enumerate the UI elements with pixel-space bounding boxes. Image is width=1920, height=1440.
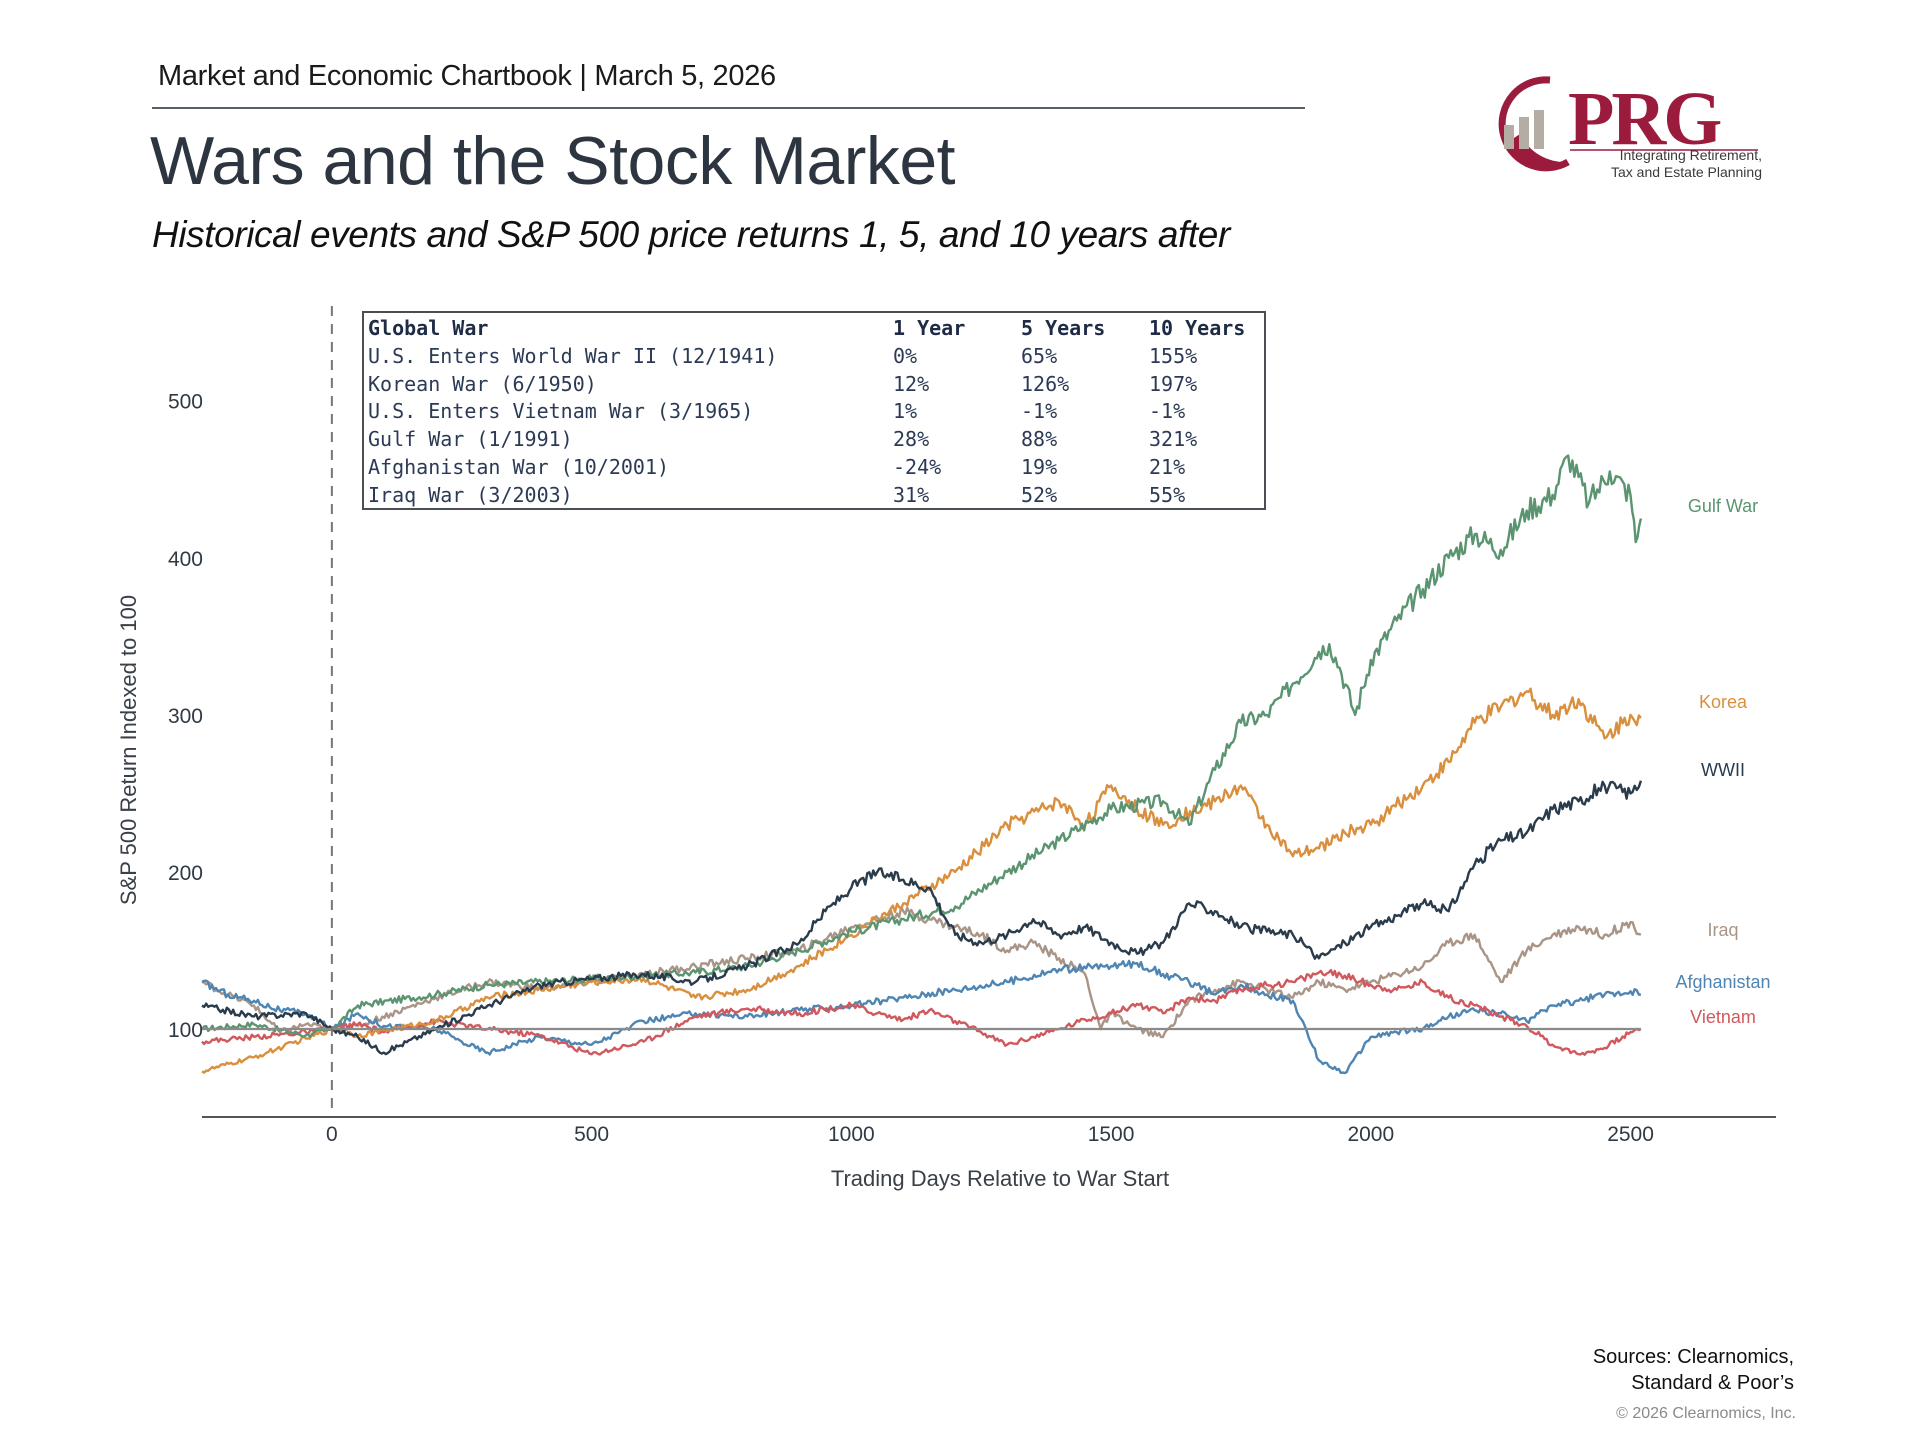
page-subtitle: Historical events and S&P 500 price retu… [152,214,1230,255]
table-cell: U.S. Enters World War II (12/1941) [368,343,778,368]
table-cell: 126% [1021,371,1070,396]
y-tick-label: 300 [168,705,203,728]
x-tick-label: 2500 [1607,1123,1654,1146]
table-row: Korean War (6/1950) 12% 126% 197% [368,371,1245,399]
plot-lines [201,454,1643,1075]
table-cell: 321% [1149,427,1198,452]
table-row: Iraq War (3/2003) 31% 52% 55% [368,482,1245,510]
table-cell: Iraq War (3/2003) [368,482,573,507]
table-cell: 0% [893,343,918,368]
table-cell: 31% [893,482,930,507]
sources-line-1: Sources: Clearnomics, [1592,1346,1794,1368]
table-cell: 12% [893,371,930,396]
copyright: © 2026 Clearnomics, Inc. [1616,1405,1796,1422]
y-tick-label: 400 [168,548,203,571]
series-line-korea [201,687,1642,1074]
table-cell: 55% [1149,482,1186,507]
series-label-afghanistan: Afghanistan [1675,972,1770,992]
x-tick-labels: 0 500 1000 1500 2000 2500 [326,1123,1654,1146]
table-cell: 197% [1149,371,1198,396]
logo-circle-icon [1498,76,1570,172]
series-line-gulf-war [201,454,1643,1038]
series-label-vietnam: Vietnam [1690,1007,1756,1027]
logo-wordmark: PRG [1568,77,1721,161]
table-cell: -1% [1021,399,1058,424]
table-row: U.S. Enters Vietnam War (3/1965) 1% -1% -1% [368,398,1245,426]
y-tick-label: 200 [168,862,203,885]
series-label-gulf-war: Gulf War [1688,496,1758,516]
x-tick-label: 2000 [1347,1123,1394,1146]
table-row: Afghanistan War (10/2001) -24% 19% 21% [368,454,1245,482]
table-cell: 65% [1021,343,1058,368]
page-title: Wars and the Stock Market [150,123,956,199]
y-tick-label: 100 [168,1019,203,1042]
series-line-iraq [201,906,1642,1039]
table-header-cell: 1 Year [893,316,966,340]
series-label-wwii: WWII [1701,760,1745,780]
y-tick-labels: 100 200 300 400 500 [168,391,203,1042]
table-cell: 52% [1021,482,1058,507]
table-cell: 21% [1149,454,1186,479]
logo-tagline-line1: Integrating Retirement, [1619,147,1762,163]
header-divider [152,107,1305,109]
table-cell: -24% [893,454,942,479]
x-tick-label: 1000 [828,1123,875,1146]
table-header-cell: 5 Years [1021,316,1106,340]
table-cell: 28% [893,427,930,452]
prg-logo: PRG [1498,76,1758,172]
series-labels: Gulf War Korea WWII Iraq Afghanistan Vietnam [1675,496,1770,1027]
series-label-iraq: Iraq [1707,920,1738,940]
x-tick-label: 1500 [1088,1123,1135,1146]
x-tick-label: 0 [326,1123,338,1146]
table-cell: U.S. Enters Vietnam War (3/1965) [368,399,754,424]
y-axis-title: S&P 500 Return Indexed to 100 [116,595,141,905]
sources-line-2: Standard & Poor’s [1631,1372,1794,1394]
table-cell: Afghanistan War (10/2001) [368,454,670,479]
table-cell: Korean War (6/1950) [368,371,597,396]
series-line-afghanistan [201,959,1642,1075]
series-line-vietnam [201,968,1642,1056]
x-axis-title: Trading Days Relative to War Start [831,1166,1169,1191]
table-cell: 1% [893,399,918,424]
x-tick-label: 500 [574,1123,609,1146]
table-row: Gulf War (1/1991) 28% 88% 321% [368,426,1245,454]
table-header-cell: Global War [368,316,489,340]
returns-table: Global War 1 Year 5 Years 10 Years U.S. Ente… [362,311,1266,510]
table-cell: 88% [1021,427,1058,452]
logo-tagline-line2: Tax and Estate Planning [1611,164,1762,180]
table-cell: -1% [1149,399,1186,424]
table-header-row: Global War 1 Year 5 Years 10 Years [368,315,1245,343]
series-line-wwii [201,780,1643,1056]
y-tick-label: 500 [168,391,203,414]
table-cell: 155% [1149,343,1198,368]
chartbook-header: Market and Economic Chartbook | March 5,… [158,60,776,92]
table-cell: Gulf War (1/1991) [368,427,573,452]
series-label-korea: Korea [1699,692,1748,712]
table-cell: 19% [1021,454,1058,479]
table-row: U.S. Enters World War II (12/1941) 0% 65% 1… [368,343,1245,371]
table-header-cell: 10 Years [1149,316,1246,340]
